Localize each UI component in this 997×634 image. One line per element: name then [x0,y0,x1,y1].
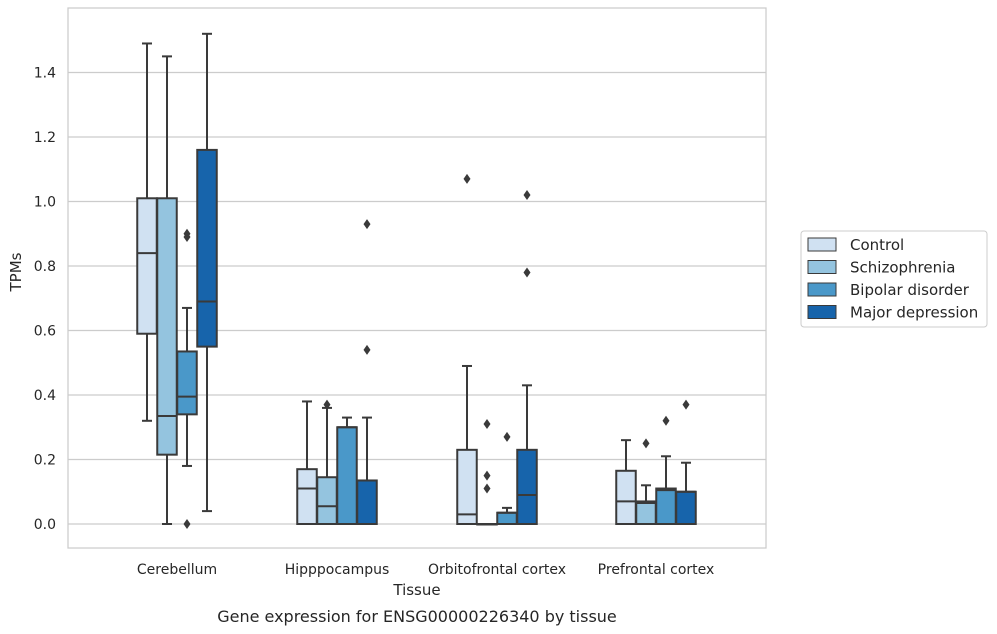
outlier-point [523,190,531,201]
outlier-point [363,344,371,355]
outlier-point [503,431,511,442]
box-0-0 [136,42,158,422]
chart-caption: Gene expression for ENSG00000226340 by t… [217,607,617,626]
outlier-point [662,415,670,426]
box-3-3 [675,399,697,525]
outlier-point [483,419,491,430]
legend-swatch [807,260,837,274]
box-body [635,500,657,525]
box-1-1 [316,399,338,525]
x-tick-label: Cerebellum [137,562,217,578]
x-axis-label: Tissue [392,581,440,599]
outlier-point [183,519,191,529]
x-tick-label: Prefrontal cortex [598,562,715,578]
box-body [655,487,677,525]
box-2-3 [516,190,538,526]
box-body [196,148,218,348]
box-3-2 [655,415,677,525]
plot-frame [67,7,767,549]
box-0-1 [156,55,178,525]
y-tick-label: 0.4 [34,388,56,404]
box-plot-marks [136,32,697,529]
box-body [296,468,318,525]
y-tick-labels: 0.0 0.2 0.4 0.6 0.8 1.0 1.2 1.4 [34,66,56,534]
box-body [316,476,338,525]
outlier-point [323,399,331,410]
box-0-3 [196,32,218,513]
box-2-2 [496,431,518,526]
y-tick-label: 0.0 [34,517,56,533]
outlier-point [642,438,650,449]
legend-swatch [807,305,837,319]
box-body [675,490,697,525]
legend: Control Schizophrenia Bipolar disorder Majo… [800,230,988,328]
outlier-point [483,470,491,481]
y-tick-label: 0.6 [34,324,56,340]
box-0-2 [176,228,198,529]
box-body [496,511,518,526]
legend-label: Control [850,236,904,254]
box-3-1 [635,438,657,525]
y-tick-label: 1.0 [34,195,56,211]
x-tick-label: Orbitofrontal cortex [428,562,566,578]
box-2-0 [456,173,478,526]
legend-swatch [807,237,837,252]
legend-label: Schizophrenia [850,259,955,277]
box-body [336,426,358,525]
box-body [615,469,637,526]
x-tick-labels: Cerebellum Hipppocampus Orbitofrontal cort… [137,562,714,578]
box-body [136,197,158,335]
box-body [456,448,478,526]
box-3-0 [615,439,637,526]
legend-label: Major depression [850,304,978,322]
box-1-0 [296,400,318,525]
y-tick-label: 0.2 [34,453,56,469]
y-tick-label: 1.2 [34,130,56,146]
outlier-point [483,483,491,494]
box-body [516,448,538,526]
box-1-3 [356,219,378,525]
x-tick-label: Hipppocampus [285,562,390,578]
outlier-point [523,267,531,278]
box-2-1 [476,419,498,526]
outlier-point [363,219,371,230]
legend-frame [800,230,988,328]
box-body [356,479,378,525]
outlier-point [183,231,191,242]
legend-label: Bipolar disorder [850,281,970,299]
outlier-point [682,399,690,410]
outlier-point [463,173,471,184]
y-axis-label: TPMs [7,252,25,292]
box-body [176,350,198,416]
y-tick-label: 0.8 [34,259,56,275]
box-1-2 [336,416,358,525]
legend-swatch [807,282,837,297]
box-body [156,197,178,456]
y-tick-label: 1.4 [34,66,56,82]
